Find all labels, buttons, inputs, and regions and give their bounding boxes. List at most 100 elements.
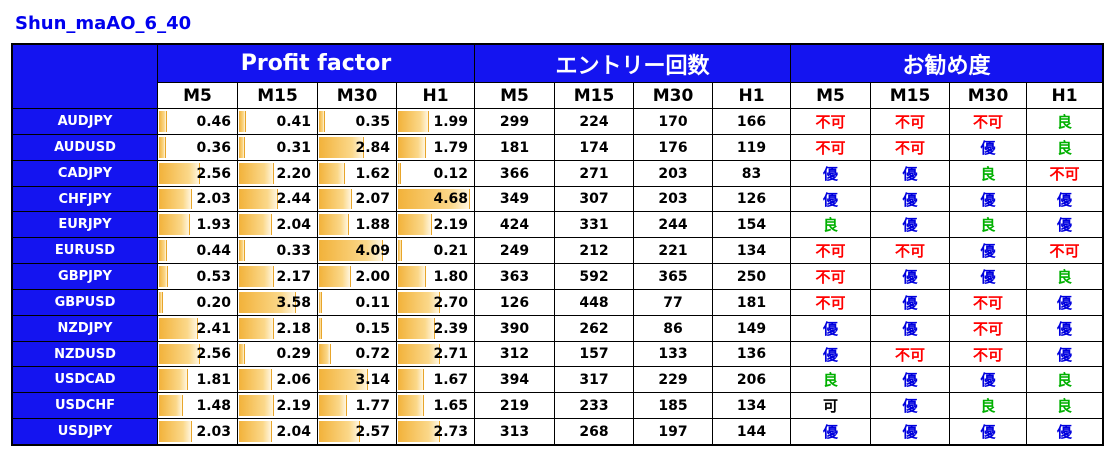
entry-count: 249	[475, 238, 554, 263]
pf-value: 2.57	[355, 423, 390, 440]
pf-cell: 2.44	[238, 187, 317, 211]
entry-count: 203	[634, 187, 712, 211]
pf-bar	[159, 189, 192, 209]
entry-count: 224	[555, 109, 633, 134]
entry-count: 363	[475, 264, 554, 289]
pf-value: 2.00	[355, 268, 390, 285]
recommendation: 優	[791, 161, 870, 186]
recommendation: 良	[1027, 135, 1102, 160]
pf-cell: 2.03	[158, 419, 237, 444]
entry-count: 119	[713, 135, 790, 160]
recommendation: 良	[1027, 367, 1102, 392]
pf-cell: 2.04	[238, 212, 317, 237]
pf-value: 2.18	[276, 320, 311, 337]
recommendation: 不可	[791, 135, 870, 160]
pf-cell: 1.99	[397, 109, 474, 134]
entry-count: 206	[713, 367, 790, 392]
entry-count: 229	[634, 367, 712, 392]
entry-count: 136	[713, 342, 790, 366]
entry-count: 233	[555, 393, 633, 418]
pf-bar	[239, 344, 245, 364]
pair-label: CADJPY	[13, 161, 157, 186]
recommendation: 優	[950, 238, 1026, 263]
recommendation: 不可	[1027, 161, 1102, 186]
recommendation: 可	[791, 393, 870, 418]
entry-count: 154	[713, 212, 790, 237]
pair-label: USDCHF	[13, 393, 157, 418]
entry-count: 144	[713, 419, 790, 444]
pf-cell: 0.33	[238, 238, 317, 263]
pf-bar	[239, 369, 273, 390]
entry-count: 349	[475, 187, 554, 211]
recommendation: 不可	[791, 109, 870, 134]
pf-value: 1.80	[433, 268, 468, 285]
entry-count: 83	[713, 161, 790, 186]
pf-bar	[239, 292, 296, 313]
pf-value: 0.29	[276, 346, 311, 362]
pf-bar	[239, 240, 246, 261]
pf-bar	[239, 421, 272, 442]
timeframe-header: M15	[871, 83, 949, 108]
entry-count: 365	[634, 264, 712, 289]
pf-cell: 2.20	[238, 161, 317, 186]
pf-bar	[159, 318, 198, 339]
entry-count: 149	[713, 316, 790, 341]
pf-value: 0.35	[355, 113, 390, 130]
pf-cell: 0.72	[318, 342, 396, 366]
pf-value: 2.04	[276, 216, 311, 233]
entry-count: 203	[634, 161, 712, 186]
pf-value: 2.56	[196, 165, 231, 182]
pf-cell: 0.36	[158, 135, 237, 160]
entry-count: 219	[475, 393, 554, 418]
pf-cell: 2.71	[397, 342, 474, 366]
entry-count: 313	[475, 419, 554, 444]
recommendation: 優	[791, 419, 870, 444]
pf-bar	[319, 344, 332, 364]
pf-cell: 1.80	[397, 264, 474, 289]
pair-label: CHFJPY	[13, 187, 157, 211]
entry-count: 299	[475, 109, 554, 134]
pf-value: 0.36	[196, 139, 231, 156]
entry-count: 448	[555, 290, 633, 315]
pf-bar	[398, 111, 430, 132]
pf-bar	[239, 111, 247, 132]
pf-bar	[239, 189, 279, 209]
group-header-rec: お勧め度	[791, 45, 1102, 82]
pf-bar	[239, 214, 272, 235]
pf-value: 4.68	[433, 191, 468, 207]
pf-bar	[319, 266, 351, 287]
pf-value: 1.67	[433, 371, 468, 388]
pf-bar	[319, 214, 349, 235]
pf-cell: 3.14	[318, 367, 396, 392]
entry-count: 394	[475, 367, 554, 392]
recommendation: 優	[871, 212, 949, 237]
recommendation: 優	[1027, 187, 1102, 211]
recommendation: 優	[871, 161, 949, 186]
pf-bar	[398, 137, 427, 158]
recommendation: 優	[950, 135, 1026, 160]
entry-count: 170	[634, 109, 712, 134]
pf-bar	[319, 111, 326, 132]
pf-bar	[319, 292, 322, 313]
pf-value: 1.62	[355, 165, 390, 182]
timeframe-header: M5	[158, 83, 237, 108]
pf-cell: 0.35	[318, 109, 396, 134]
recommendation: 良	[1027, 264, 1102, 289]
timeframe-header: M30	[950, 83, 1026, 108]
group-header-count: エントリー回数	[475, 45, 790, 82]
timeframe-header: M30	[634, 83, 712, 108]
entry-count: 390	[475, 316, 554, 341]
recommendation: 不可	[950, 342, 1026, 366]
pair-label: USDCAD	[13, 367, 157, 392]
timeframe-header: H1	[1027, 83, 1102, 108]
entry-count: 133	[634, 342, 712, 366]
pf-value: 0.33	[276, 242, 311, 259]
pf-value: 0.41	[276, 113, 311, 130]
pair-label: AUDUSD	[13, 135, 157, 160]
pf-value: 1.93	[196, 216, 231, 233]
pf-value: 2.07	[355, 191, 390, 207]
pf-bar	[159, 421, 192, 442]
pf-bar	[398, 240, 403, 261]
pf-value: 0.53	[196, 268, 231, 285]
recommendation: 優	[791, 187, 870, 211]
